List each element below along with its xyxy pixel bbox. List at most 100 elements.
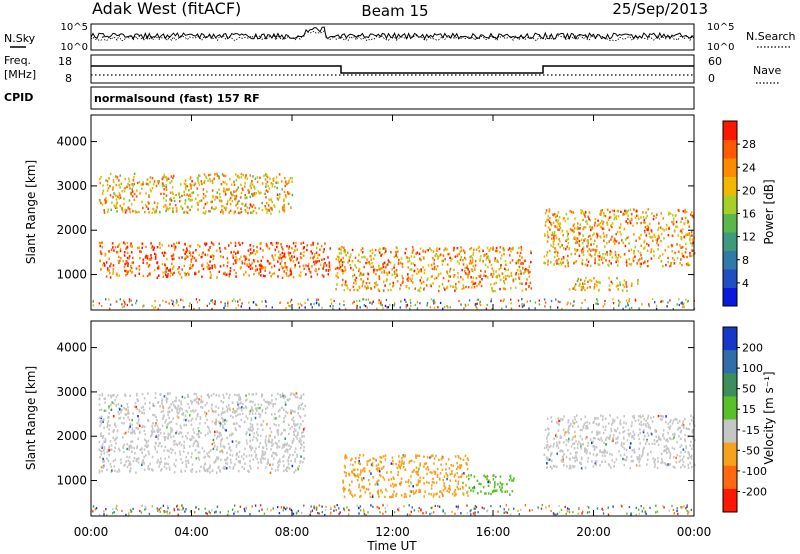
scatter-cell [241, 412, 244, 416]
scatter-cell [570, 210, 573, 214]
scatter-cell [582, 250, 585, 253]
colorbar-segment [723, 121, 737, 140]
scatter-cell [388, 271, 391, 274]
scatter-cell [408, 287, 410, 290]
scatter-cell [178, 411, 180, 415]
scatter-cell [241, 260, 243, 263]
scatter-cell [202, 466, 205, 469]
scatter-cell [185, 256, 187, 259]
scatter-cell [444, 248, 447, 251]
scatter-cell [104, 401, 106, 404]
scatter-cell [243, 407, 245, 410]
scatter-cell [563, 216, 565, 220]
scatter-cell [175, 407, 178, 410]
scatter-cell [266, 406, 269, 409]
scatter-cell [624, 238, 627, 241]
scatter-cell [280, 243, 282, 246]
scatter-cell [602, 425, 605, 429]
ground-scatter-cell [304, 301, 306, 304]
scatter-cell [470, 489, 472, 492]
scatter-cell [640, 257, 643, 260]
scatter-cell [253, 273, 255, 276]
scatter-cell [623, 463, 625, 467]
scatter-cell [153, 269, 156, 272]
scatter-cell [575, 451, 577, 455]
scatter-cell [173, 440, 175, 443]
scatter-cell [573, 262, 575, 265]
scatter-cell [282, 460, 285, 463]
scatter-cell [141, 463, 143, 467]
scatter-cell [450, 259, 452, 262]
scatter-cell [361, 485, 363, 489]
scatter-cell [266, 211, 268, 214]
scatter-cell [138, 268, 141, 271]
scatter-cell [671, 250, 673, 253]
scatter-cell [189, 176, 192, 179]
scatter-cell [685, 247, 687, 251]
cpid-panel: CPID normalsound (fast) 157 RF [4, 86, 695, 110]
scatter-cell [497, 260, 499, 263]
scatter-cell [183, 423, 185, 427]
scatter-cell [109, 440, 112, 443]
scatter-cell [213, 441, 215, 445]
scatter-cell [555, 237, 558, 240]
scatter-cell [189, 438, 191, 441]
scatter-cell [274, 469, 277, 472]
scatter-cell [162, 409, 164, 413]
scatter-cell [151, 468, 153, 471]
scatter-cell [420, 258, 422, 262]
scatter-cell [685, 427, 688, 430]
ground-scatter-cell [443, 306, 446, 309]
scatter-cell [179, 453, 182, 456]
scatter-cell [448, 484, 451, 488]
cpid-label: CPID [4, 91, 33, 104]
scatter-cell [156, 205, 158, 208]
scatter-cell [609, 253, 612, 256]
scatter-cell [166, 267, 168, 270]
scatter-cell [191, 452, 193, 455]
scatter-cell [622, 283, 625, 287]
scatter-cell [448, 252, 451, 256]
scatter-cell [373, 271, 375, 274]
scatter-cell [578, 239, 581, 243]
scatter-cell [288, 192, 291, 195]
scatter-cell [354, 494, 356, 497]
scatter-cell [478, 283, 480, 286]
scatter-cell [349, 288, 351, 292]
ground-scatter-cell [100, 305, 103, 308]
scatter-cell [601, 261, 604, 265]
scatter-cell [255, 250, 258, 253]
scatter-cell [282, 443, 285, 447]
scatter-cell [165, 199, 167, 202]
scatter-cell [250, 400, 252, 403]
scatter-cell [286, 469, 288, 473]
scatter-cell [174, 246, 177, 249]
scatter-cell [228, 442, 230, 446]
scatter-cell [463, 286, 465, 290]
scatter-cell [278, 424, 280, 427]
scatter-cell [569, 209, 571, 213]
scatter-cell [286, 191, 289, 194]
scatter-cell [627, 209, 630, 212]
scatter-cell [287, 466, 289, 469]
scatter-cell [208, 249, 210, 252]
scatter-cell [557, 429, 560, 432]
scatter-cell [280, 433, 282, 436]
scatter-cell [131, 419, 133, 422]
scatter-cell [266, 209, 269, 212]
scatter-cell [196, 414, 199, 418]
scatter-cell [566, 238, 568, 242]
scatter-cell [548, 220, 551, 223]
scatter-cell [230, 251, 232, 254]
scatter-cell [492, 269, 495, 273]
scatter-cell [672, 419, 675, 422]
scatter-cell [364, 285, 366, 288]
scatter-cell [673, 217, 675, 220]
scatter-cell [135, 267, 138, 270]
scatter-cell [197, 193, 199, 197]
freq-panel: Freq. [MHz] 18 8 60 0 Nave [4, 54, 781, 85]
scatter-cell [673, 436, 675, 439]
scatter-cell [671, 244, 673, 248]
scatter-cell [547, 433, 549, 437]
scatter-cell [139, 448, 141, 451]
